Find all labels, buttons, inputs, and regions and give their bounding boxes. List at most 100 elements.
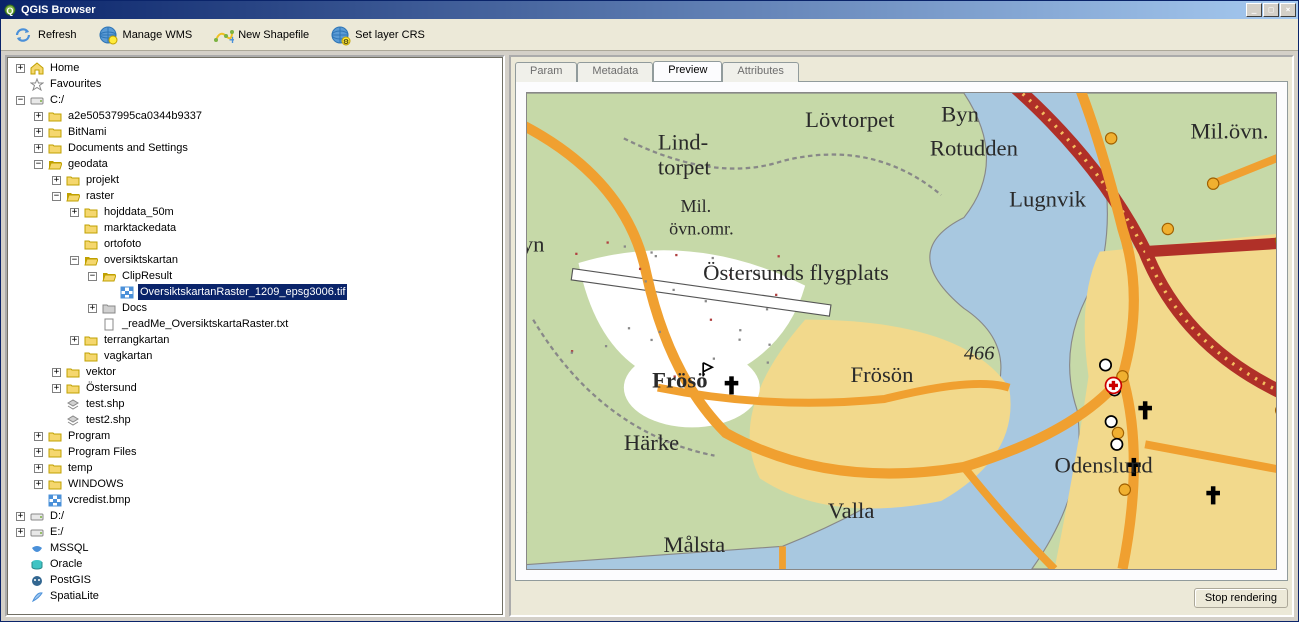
tree-node[interactable]: +Östersund xyxy=(8,380,502,396)
expand-toggle[interactable]: + xyxy=(34,432,43,441)
globe-toolbutton[interactable]: Manage WMS xyxy=(92,21,198,49)
svg-text:Frösön: Frösön xyxy=(851,362,914,387)
tab-preview[interactable]: Preview xyxy=(653,61,722,81)
tree-node[interactable]: + Docs xyxy=(8,300,502,316)
tree-node[interactable]: ortofoto xyxy=(8,236,502,252)
svg-text:övn.omr.: övn.omr. xyxy=(669,219,733,239)
tree-node[interactable]: +Documents and Settings xyxy=(8,140,502,156)
expand-toggle xyxy=(52,416,61,425)
expand-toggle[interactable]: + xyxy=(52,176,61,185)
tree-node-label: hojddata_50m xyxy=(102,204,176,220)
folder-icon xyxy=(47,125,63,139)
expand-toggle[interactable]: + xyxy=(52,368,61,377)
expand-toggle[interactable]: − xyxy=(34,160,43,169)
expand-toggle[interactable]: − xyxy=(70,256,79,265)
svg-text:Odenslund: Odenslund xyxy=(1055,453,1154,478)
expand-toggle[interactable]: + xyxy=(34,464,43,473)
tree-node[interactable]: Favourites xyxy=(8,76,502,92)
crs-toolbutton[interactable]: ⚙Set layer CRS xyxy=(324,21,430,49)
folder-open-icon xyxy=(101,269,117,283)
tree-node[interactable]: −oversiktskartan xyxy=(8,252,502,268)
refresh-toolbutton[interactable]: Refresh xyxy=(7,21,82,49)
window-title: QGIS Browser xyxy=(21,4,1245,16)
tree-node[interactable]: − geodata xyxy=(8,156,502,172)
tree-node-label: ortofoto xyxy=(102,236,143,252)
layer-icon xyxy=(65,397,81,411)
tree-node[interactable]: marktackedata xyxy=(8,220,502,236)
expand-toggle[interactable]: + xyxy=(34,128,43,137)
expand-toggle[interactable]: − xyxy=(52,192,61,201)
expand-toggle[interactable]: + xyxy=(16,528,25,537)
tab-metadata[interactable]: Metadata xyxy=(577,62,653,82)
svg-text:Rotudden: Rotudden xyxy=(930,135,1018,160)
tree-node[interactable]: +Program Files xyxy=(8,444,502,460)
svg-text:Frösö: Frösö xyxy=(652,368,707,393)
tab-param[interactable]: Param xyxy=(515,62,577,82)
maximize-button[interactable]: □ xyxy=(1263,3,1279,17)
expand-toggle[interactable]: + xyxy=(70,336,79,345)
tree-node[interactable]: _readMe_OversiktskartaRaster.txt xyxy=(8,316,502,332)
tree-node[interactable]: +terrangkartan xyxy=(8,332,502,348)
tree-node-label: OversiktskartanRaster_1209_epsg3006.tif xyxy=(138,284,347,300)
tree-node[interactable]: MSSQL xyxy=(8,540,502,556)
tree-node[interactable]: + hojddata_50m xyxy=(8,204,502,220)
raster-icon xyxy=(119,285,135,299)
tree-node-label: vcredist.bmp xyxy=(66,492,132,508)
expand-toggle xyxy=(16,576,25,585)
tree-node[interactable]: −raster xyxy=(8,188,502,204)
title-bar[interactable]: Q QGIS Browser _ □ × xyxy=(1,1,1298,19)
tree-node[interactable]: vcredist.bmp xyxy=(8,492,502,508)
folder-icon xyxy=(83,205,99,219)
expand-toggle[interactable]: + xyxy=(70,208,79,217)
tree-view[interactable]: +HomeFavourites−C:/+a2e50537995ca0344b93… xyxy=(7,57,503,615)
expand-toggle[interactable]: + xyxy=(34,480,43,489)
map-preview[interactable]: 466Lind-torpetLövtorpetBynRotuddenMil.öv… xyxy=(526,92,1277,570)
expand-toggle xyxy=(16,544,25,553)
tab-bar: ParamMetadataPreviewAttributes xyxy=(515,61,1288,81)
tree-node[interactable]: +a2e50537995ca0344b9337 xyxy=(8,108,502,124)
tab-attributes[interactable]: Attributes xyxy=(722,62,798,82)
drive-icon xyxy=(29,525,45,539)
minimize-button[interactable]: _ xyxy=(1246,3,1262,17)
db-feather-icon xyxy=(29,589,45,603)
tree-node-label: geodata xyxy=(66,156,110,172)
shapefile-toolbutton[interactable]: +New Shapefile xyxy=(207,21,314,49)
tree-node[interactable]: −C:/ xyxy=(8,92,502,108)
svg-text:Härke: Härke xyxy=(624,430,679,455)
tree-node-label: Docs xyxy=(120,300,149,316)
tree-node-label: SpatiaLite xyxy=(48,588,101,604)
expand-toggle[interactable]: + xyxy=(16,64,25,73)
expand-toggle[interactable]: + xyxy=(52,384,61,393)
tree-node[interactable]: +D:/ xyxy=(8,508,502,524)
folder-icon xyxy=(83,221,99,235)
expand-toggle[interactable]: + xyxy=(34,448,43,457)
expand-toggle[interactable]: − xyxy=(16,96,25,105)
tree-node[interactable]: +Program xyxy=(8,428,502,444)
tree-node[interactable]: +projekt xyxy=(8,172,502,188)
tree-node[interactable]: test2.shp xyxy=(8,412,502,428)
expand-toggle[interactable]: + xyxy=(16,512,25,521)
tree-node[interactable]: OversiktskartanRaster_1209_epsg3006.tif xyxy=(8,284,502,300)
expand-toggle[interactable]: + xyxy=(34,144,43,153)
tree-node-label: marktackedata xyxy=(102,220,178,236)
tree-node[interactable]: +temp xyxy=(8,460,502,476)
tree-node[interactable]: PostGIS xyxy=(8,572,502,588)
shapefile-icon: + xyxy=(212,24,234,46)
tree-node[interactable]: SpatiaLite xyxy=(8,588,502,604)
expand-toggle[interactable]: + xyxy=(34,112,43,121)
tree-node[interactable]: −ClipResult xyxy=(8,268,502,284)
tree-node[interactable]: Oracle xyxy=(8,556,502,572)
tree-node[interactable]: +BitNami xyxy=(8,124,502,140)
close-button[interactable]: × xyxy=(1280,3,1296,17)
svg-text:Mil.övn.: Mil.övn. xyxy=(1191,118,1269,143)
expand-toggle[interactable]: + xyxy=(88,304,97,313)
tree-node[interactable]: test.shp xyxy=(8,396,502,412)
tree-node[interactable]: vagkartan xyxy=(8,348,502,364)
tree-node[interactable]: +Home xyxy=(8,60,502,76)
stop-rendering-button[interactable]: Stop rendering xyxy=(1194,588,1288,608)
tree-node[interactable]: +WINDOWS xyxy=(8,476,502,492)
tree-node[interactable]: +vektor xyxy=(8,364,502,380)
folder-icon xyxy=(83,349,99,363)
tree-node[interactable]: +E:/ xyxy=(8,524,502,540)
expand-toggle[interactable]: − xyxy=(88,272,97,281)
